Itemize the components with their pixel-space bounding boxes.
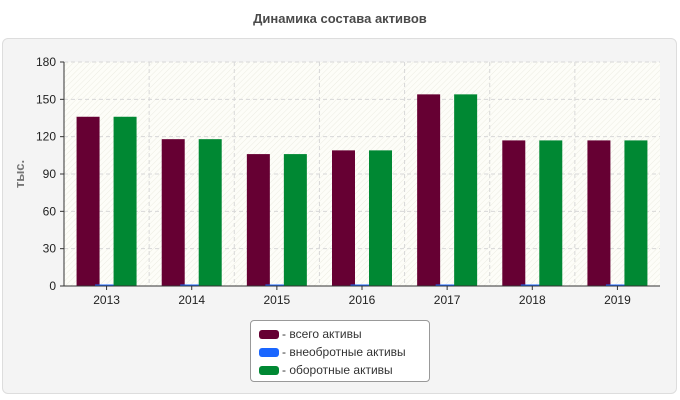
x-tick-label: 2017 [434, 293, 461, 307]
bar-2-2018 [539, 140, 563, 286]
bar-0-2015 [246, 154, 270, 286]
bar-1-2019 [605, 284, 629, 286]
legend-label-current-assets: - оборотные активы [282, 363, 393, 377]
bar-2-2014 [198, 139, 222, 286]
bar-1-2018 [520, 284, 544, 286]
bar-2-2013 [113, 116, 137, 286]
legend-swatch-noncurrent-assets [259, 347, 279, 357]
x-tick-label: 2019 [604, 293, 631, 307]
bar-1-2016 [350, 284, 374, 286]
bar-1-2017 [435, 284, 459, 286]
bar-1-2014 [180, 284, 204, 286]
y-tick-label: 0 [49, 279, 56, 293]
bar-0-2014 [161, 139, 185, 286]
legend-swatch-current-assets [259, 365, 279, 375]
bar-0-2013 [76, 116, 100, 286]
bar-0-2018 [502, 140, 526, 286]
x-tick-label: 2013 [93, 293, 120, 307]
bar-1-2013 [95, 284, 119, 286]
legend-swatch-total-assets [259, 329, 279, 339]
bar-1-2015 [265, 284, 289, 286]
bar-0-2019 [587, 140, 611, 286]
y-tick-label: 120 [36, 130, 56, 144]
bar-2-2015 [283, 154, 307, 286]
y-tick-label: 150 [36, 92, 56, 106]
y-axis-label: тыс. [12, 160, 27, 188]
x-tick-label: 2016 [349, 293, 376, 307]
legend: - всего активы - внеобротные активы - об… [250, 320, 430, 382]
legend-item-current-assets: - оборотные активы [259, 361, 421, 379]
legend-item-noncurrent-assets: - внеобротные активы [259, 343, 421, 361]
x-tick-label: 2014 [178, 293, 205, 307]
legend-item-total-assets: - всего активы [259, 325, 421, 343]
y-tick-label: 60 [43, 204, 57, 218]
bar-2-2016 [369, 150, 392, 286]
chart-title: Динамика состава активов [253, 11, 427, 26]
x-tick-label: 2018 [519, 293, 546, 307]
legend-label-total-assets: - всего активы [282, 327, 362, 341]
legend-label-noncurrent-assets: - внеобротные активы [282, 345, 406, 359]
y-tick-label: 180 [36, 55, 56, 69]
y-tick-label: 90 [43, 167, 57, 181]
x-tick-label: 2015 [264, 293, 291, 307]
y-tick-label: 30 [43, 242, 57, 256]
bar-2-2019 [624, 140, 648, 286]
bar-0-2017 [417, 94, 441, 286]
bar-2-2017 [454, 94, 478, 286]
bar-0-2016 [332, 150, 355, 286]
